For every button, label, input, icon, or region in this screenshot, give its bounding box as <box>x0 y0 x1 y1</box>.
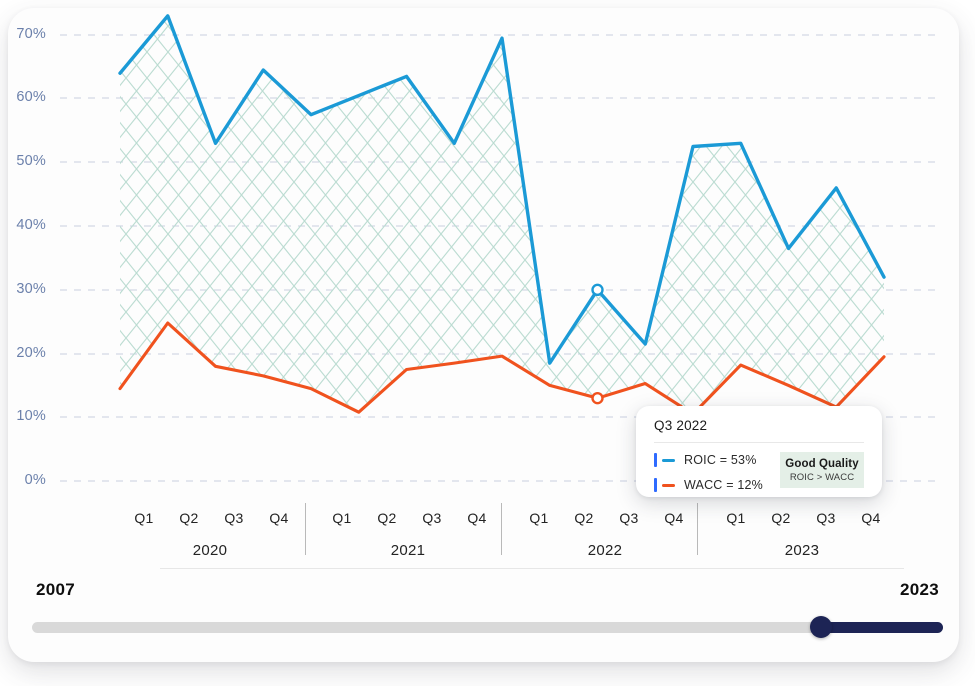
slider-max-label: 2023 <box>899 580 939 599</box>
y-tick-20: 20% <box>16 345 46 361</box>
y-tick-0: 0% <box>24 472 46 488</box>
tooltip-wacc-value: WACC = 12% <box>684 478 763 492</box>
y-tick-50: 50% <box>16 153 46 169</box>
x-tick-q1-2021: Q1 <box>332 510 352 526</box>
x-axis: Q1 Q2 Q3 Q4 Q1 Q2 Q3 Q4 Q1 Q2 Q3 Q4 Q1 Q… <box>0 500 975 580</box>
y-tick-40: 40% <box>16 217 46 233</box>
x-tick-q1-2020: Q1 <box>134 510 154 526</box>
y-tick-30: 30% <box>16 281 46 297</box>
tooltip-cursor-bar-icon <box>654 453 657 467</box>
x-tick-q2-2023: Q2 <box>771 510 791 526</box>
tooltip-title: Q3 2022 <box>654 418 708 433</box>
x-tick-q2-2022: Q2 <box>574 510 594 526</box>
year-range-slider[interactable]: 2007 2023 <box>0 580 975 650</box>
quality-badge: Good Quality ROIC > WACC <box>780 452 864 488</box>
x-tick-q3-2022: Q3 <box>619 510 639 526</box>
chart-svg <box>60 14 940 482</box>
quality-badge-subtitle: ROIC > WACC <box>789 471 855 483</box>
x-tick-q3-2020: Q3 <box>224 510 244 526</box>
year-separator-2 <box>501 503 502 555</box>
roic-legend-swatch-icon <box>662 458 675 462</box>
y-tick-70: 70% <box>16 26 46 42</box>
tooltip-row-wacc: WACC = 12% <box>654 476 763 494</box>
quality-badge-title: Good Quality <box>785 457 859 470</box>
x-tick-q4-2020: Q4 <box>269 510 289 526</box>
x-tick-q1-2023: Q1 <box>726 510 746 526</box>
x-group-2020: 2020 <box>192 542 228 559</box>
tooltip-row-roic: ROIC = 53% <box>654 451 757 469</box>
x-group-2021: 2021 <box>390 542 426 559</box>
roic-highlight-marker <box>591 283 604 297</box>
tooltip-divider <box>654 442 864 443</box>
slider-track-fill[interactable] <box>820 622 943 633</box>
year-separator-3 <box>697 503 698 555</box>
x-tick-q2-2020: Q2 <box>179 510 199 526</box>
x-tick-q4-2021: Q4 <box>467 510 487 526</box>
chart-tooltip: Q3 2022 ROIC = 53% WACC = 12% Good Quali… <box>636 406 882 497</box>
x-tick-q3-2023: Q3 <box>816 510 836 526</box>
wacc-legend-swatch-icon <box>662 483 675 487</box>
x-tick-q3-2021: Q3 <box>422 510 442 526</box>
x-group-2022: 2022 <box>587 542 623 559</box>
x-group-2023: 2023 <box>784 542 820 559</box>
year-separator-1 <box>305 503 306 555</box>
tooltip-roic-value: ROIC = 53% <box>684 453 757 467</box>
slider-min-label: 2007 <box>36 580 76 599</box>
x-axis-baseline <box>160 568 904 569</box>
x-tick-q2-2021: Q2 <box>377 510 397 526</box>
slider-thumb[interactable] <box>810 616 832 638</box>
wacc-highlight-marker <box>591 391 604 405</box>
y-tick-10: 10% <box>16 408 46 424</box>
x-tick-q4-2023: Q4 <box>861 510 881 526</box>
tooltip-cursor-bar-icon-2 <box>654 478 657 492</box>
roic-line <box>118 14 886 365</box>
slider-track[interactable] <box>32 622 943 633</box>
chart-plot-area: 70% 60% 50% 40% 30% 20% 10% 0% <box>16 14 940 488</box>
y-tick-60: 60% <box>16 89 46 105</box>
x-tick-q4-2022: Q4 <box>664 510 684 526</box>
x-tick-q1-2022: Q1 <box>529 510 549 526</box>
wacc-line <box>118 321 886 416</box>
